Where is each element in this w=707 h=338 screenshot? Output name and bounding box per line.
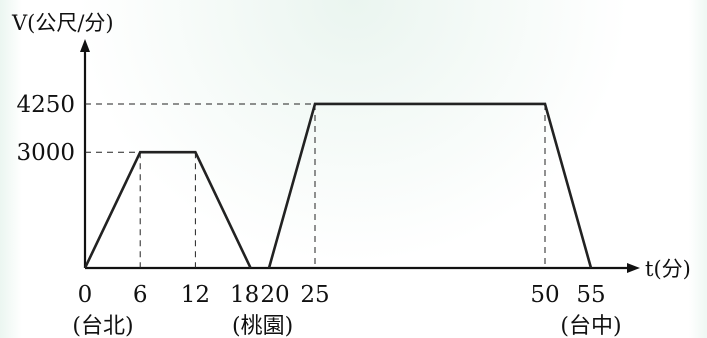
x-tick-18: 18 — [230, 282, 259, 308]
x-tick-55: 55 — [576, 282, 605, 308]
x-tick-25: 25 — [300, 282, 329, 308]
series — [83, 102, 593, 269]
x-tick-12: 12 — [181, 282, 210, 308]
place-label-0: (台北) — [72, 314, 133, 338]
velocity-segment-1 — [83, 150, 252, 269]
place-label-18: (桃園) — [232, 314, 293, 338]
place-labels: (台北) (桃園) (台中) — [72, 314, 621, 338]
x-tick-20: 20 — [260, 282, 289, 308]
axes — [80, 39, 640, 273]
tick-labels: 0 6 12 18 20 25 50 55 3000 4250 — [16, 92, 605, 308]
y-axis-label: V(公尺/分) — [11, 11, 114, 35]
axis-labels: V(公尺/分) t(分) — [11, 11, 691, 281]
y-tick-4250: 4250 — [16, 92, 75, 118]
y-axis-arrow — [80, 39, 90, 52]
x-axis-arrow — [627, 263, 640, 273]
x-axis-label: t(分) — [645, 257, 691, 281]
x-tick-50: 50 — [530, 282, 559, 308]
x-tick-0: 0 — [78, 282, 93, 308]
guide-lines — [85, 103, 546, 268]
y-tick-3000: 3000 — [16, 140, 75, 166]
velocity-segment-2 — [267, 102, 593, 269]
place-label-55: (台中) — [560, 314, 621, 338]
x-tick-6: 6 — [133, 282, 148, 308]
